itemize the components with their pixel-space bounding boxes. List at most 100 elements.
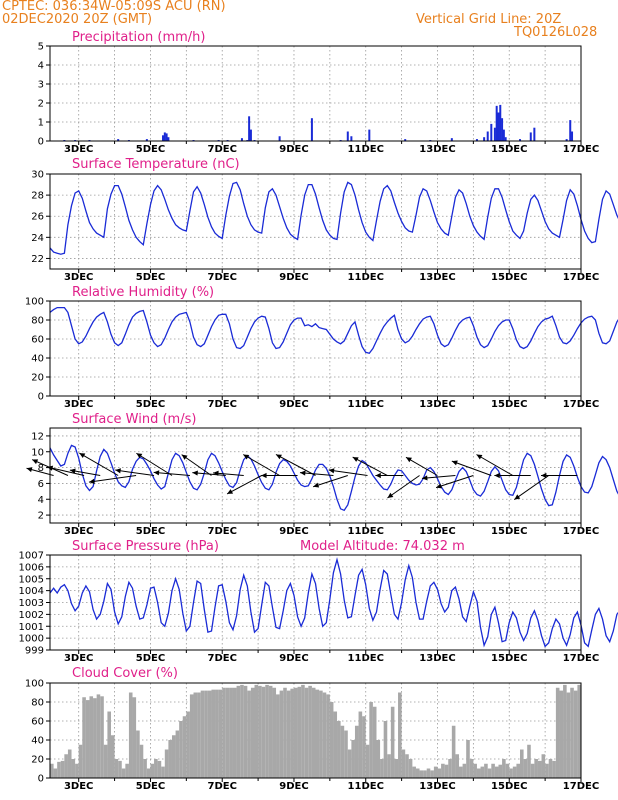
cloud-bar bbox=[319, 690, 323, 778]
wind-arrow bbox=[79, 452, 119, 476]
cloud-bar bbox=[566, 692, 571, 778]
cloud-bar bbox=[322, 692, 327, 778]
cloud-bar bbox=[415, 768, 420, 778]
y-tick-label: 30 bbox=[31, 170, 44, 181]
y-tick-label: 1004 bbox=[19, 586, 44, 597]
cloud-bar bbox=[523, 759, 528, 778]
wind-arrow bbox=[405, 456, 438, 476]
precip-bar bbox=[504, 137, 507, 141]
cloud-bar bbox=[351, 740, 355, 778]
x-tick-label: 15DEC bbox=[491, 526, 527, 537]
cloud-bar bbox=[476, 768, 481, 778]
y-tick-label: 28 bbox=[31, 191, 44, 202]
x-tick-label: 17DEC bbox=[563, 144, 599, 155]
humidity-series-line bbox=[49, 306, 618, 355]
cloud-bar bbox=[498, 764, 503, 778]
cloud-bar bbox=[139, 744, 144, 778]
panel-title: Surface Temperature (nC) bbox=[72, 157, 240, 172]
x-tick-label: 11DEC bbox=[348, 781, 384, 792]
cloud-bar bbox=[258, 685, 262, 778]
cloud-bar bbox=[441, 763, 445, 778]
cloud-bar bbox=[179, 721, 183, 778]
x-tick-label: 13DEC bbox=[419, 272, 455, 283]
y-tick-label: 0 bbox=[38, 774, 44, 785]
cloud-bar bbox=[555, 687, 560, 778]
y-tick-label: 12 bbox=[31, 431, 44, 442]
cloud-bar bbox=[232, 687, 237, 778]
precip-bar bbox=[163, 132, 166, 141]
cloud-bar bbox=[527, 744, 531, 778]
cloud-bar bbox=[243, 685, 248, 778]
precip-bar bbox=[529, 132, 532, 141]
cloud-bar bbox=[512, 766, 517, 778]
y-tick-label: 20 bbox=[31, 373, 44, 384]
header-date: 02DEC2020 20Z (GMT) bbox=[2, 12, 153, 27]
panel-title: Surface Pressure (hPa) bbox=[72, 539, 219, 554]
header-run-code: TQ0126L028 bbox=[514, 25, 598, 40]
y-tick-label: 8 bbox=[38, 463, 44, 474]
cloud-bar bbox=[128, 692, 133, 778]
precip-bar bbox=[493, 127, 496, 141]
x-tick-label: 3DEC bbox=[64, 272, 93, 283]
precip-bar bbox=[346, 131, 349, 141]
precip-bar bbox=[249, 129, 252, 141]
panel-frame bbox=[49, 682, 582, 779]
x-tick-label: 17DEC bbox=[563, 781, 599, 792]
y-tick-label: 0 bbox=[38, 137, 44, 148]
x-tick-label: 13DEC bbox=[419, 526, 455, 537]
cloud-bar bbox=[505, 763, 510, 778]
x-tick-label: 5DEC bbox=[136, 272, 165, 283]
y-tick-label: 2 bbox=[38, 511, 44, 522]
y-tick-label: 1007 bbox=[19, 551, 44, 562]
cloud-bar bbox=[358, 711, 363, 778]
cloud-bar bbox=[67, 749, 72, 778]
cloud-bar bbox=[279, 690, 284, 778]
precip-bar bbox=[240, 138, 243, 141]
cloud-bar bbox=[64, 754, 68, 778]
cloud-bar bbox=[545, 763, 549, 778]
x-tick-label: 9DEC bbox=[279, 781, 308, 792]
cloud-bar bbox=[297, 686, 302, 778]
y-tick-label: 1002 bbox=[19, 610, 44, 621]
y-tick-label: 4 bbox=[38, 61, 44, 72]
precip-bar bbox=[497, 112, 500, 141]
x-tick-label: 13DEC bbox=[419, 653, 455, 664]
cloud-bar bbox=[71, 759, 76, 778]
cloud-bar bbox=[333, 711, 338, 778]
precip-bar bbox=[501, 118, 504, 141]
wind-arrow bbox=[242, 454, 280, 476]
wind-arrow bbox=[494, 472, 531, 479]
cloud-bar bbox=[254, 684, 259, 778]
precip-bar bbox=[165, 133, 168, 141]
temperature-series-line bbox=[49, 181, 618, 255]
x-tick-label: 9DEC bbox=[279, 653, 308, 664]
cloud-bar bbox=[311, 687, 316, 778]
cloud-bar bbox=[186, 711, 190, 778]
panel-temperature: 22 24 26 28 30 3DEC 5DEC 7DEC 9DEC 11DEC 13DEC 15DE… bbox=[31, 157, 618, 283]
x-tick-label: 17DEC bbox=[563, 399, 599, 410]
cloud-bar bbox=[563, 684, 567, 778]
cloud-bar bbox=[114, 759, 119, 778]
wind-arrow bbox=[299, 470, 334, 476]
cloud-bar bbox=[78, 744, 83, 778]
precip-bar bbox=[368, 129, 371, 141]
cloud-bar bbox=[290, 688, 294, 778]
cloud-bar bbox=[405, 754, 409, 778]
cloud-bar bbox=[182, 716, 187, 778]
y-tick-label: 3 bbox=[38, 80, 44, 91]
cloud-bar bbox=[354, 725, 359, 778]
x-tick-label: 7DEC bbox=[207, 653, 236, 664]
wind-arrow bbox=[213, 470, 244, 476]
cloud-bar bbox=[82, 697, 86, 778]
panel-frame bbox=[49, 45, 582, 142]
cloud-bar bbox=[337, 721, 341, 778]
header-station: CPTEC: 036:34W-05:09S ACU (RN) bbox=[2, 0, 226, 14]
wind-arrow bbox=[313, 475, 348, 488]
cloud-bar bbox=[150, 763, 155, 778]
x-tick-label: 3DEC bbox=[64, 781, 93, 792]
cloud-bar bbox=[459, 766, 463, 778]
x-tick-label: 9DEC bbox=[279, 399, 308, 410]
cloud-bar bbox=[121, 768, 126, 778]
wind-arrow bbox=[435, 475, 474, 489]
cloud-bar bbox=[200, 690, 205, 778]
